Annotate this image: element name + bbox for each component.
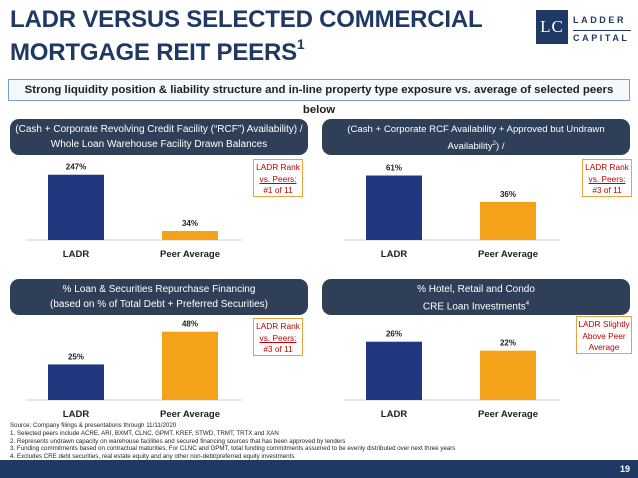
panel-1-rank-line-1: LADR Rank [256, 162, 300, 172]
category-label-peer-average: Peer Average [160, 249, 220, 260]
panel-1-rank-line-3: #1 of 11 [263, 185, 293, 195]
panel-3-header: % Loan & Securities Repurchase Financing… [10, 279, 308, 315]
bar-peer-average [480, 350, 536, 400]
page-title: LADR VERSUS SELECTED COMMERCIAL MORTGAGE… [10, 6, 530, 66]
panel-1-rank-box: LADR Rank vs. Peers: #1 of 11 [253, 159, 303, 197]
chart-funding-coverage: 61% LADR 36% Peer Average [344, 164, 560, 260]
footnote-source: Source: Company filings & presentations … [10, 422, 177, 429]
panel-4-header-line-1: % Hotel, Retail and Condo [417, 284, 535, 295]
logo-wordmark: LADDER CAPITAL [573, 14, 631, 45]
page-number-bar: 19 [0, 460, 638, 478]
footnote-2-marker: 2 [492, 141, 496, 147]
title-line-2: MORTGAGE REIT PEERS [10, 39, 297, 66]
bar-ladr [48, 174, 104, 240]
panel-2-header-line-2: (Total Drawn Warehouse & Repo Balances +… [350, 156, 602, 185]
panel-3-rank-line-2: vs. Peers: [259, 332, 297, 343]
panel-4-rank-line-2: Above Peer [582, 330, 626, 341]
category-label-peer-average: Peer Average [478, 409, 538, 420]
footnote-2: 2. Represents undrawn capacity on wareho… [10, 437, 346, 445]
data-label-peer-average: 34% [182, 219, 198, 228]
panel-2-rank-line-3: #3 of 11 [592, 185, 622, 195]
footnotes: Source: Company filings & presentations … [10, 422, 455, 461]
panel-3-header-line-2: (based on % of Total Debt + Preferred Se… [50, 299, 268, 310]
panel-2-header-line-1: (Cash + Corporate RCF Availability + App… [347, 124, 605, 153]
panel-2-header-line-1-wrap: (Cash + Corporate RCF Availability + App… [322, 122, 630, 154]
panel-1-rank-line-2: vs. Peers: [259, 173, 297, 184]
panel-3-rank-line-3: #3 of 11 [263, 344, 293, 354]
footnote-3: 3. Funding commitments based on contract… [10, 445, 456, 453]
chart-liquidity-ratio: 247% LADR 34% Peer Average [26, 163, 242, 260]
panel-1-header-line-1: (Cash + Corporate Revolving Credit Facil… [15, 124, 303, 135]
footnote-1: 1. Selected peers include ACRE, ARI, BXM… [10, 429, 279, 437]
title-footnote: 1 [296, 36, 305, 52]
footnote-3-marker: 3 [502, 173, 506, 180]
category-label-ladr: LADR [63, 249, 90, 260]
ladder-capital-logo: LC LADDER CAPITAL [536, 8, 634, 54]
bar-ladr [48, 364, 104, 400]
category-label-peer-average: Peer Average [478, 249, 538, 260]
title-line-2-wrap: MORTGAGE REIT PEERS1 [10, 33, 530, 66]
panel-2-header-line-1-tail: ) / [495, 141, 505, 153]
footnote-4-marker: 4 [525, 301, 530, 307]
logo-line-2: CAPITAL [573, 33, 630, 43]
panel-3-rank-box: LADR Rank vs. Peers: #3 of 11 [253, 318, 303, 356]
panel-1-header-line-2: Whole Loan Warehouse Facility Drawn Bala… [50, 139, 268, 150]
logo-divider [573, 30, 631, 36]
data-label-ladr: 26% [386, 330, 402, 339]
title-line-1: LADR VERSUS SELECTED COMMERCIAL [10, 6, 483, 33]
logo-mark: LC [536, 10, 568, 44]
data-label-ladr: 25% [68, 352, 84, 361]
chart-hotel-retail-condo: 26% LADR 22% Peer Average [344, 330, 560, 420]
panel-2-rank-line-1: LADR Rank [585, 162, 629, 172]
panel-3-header-line-1: % Loan & Securities Repurchase Financing [62, 284, 256, 295]
panel-2-rank-line-2: vs. Peers: [588, 173, 626, 184]
panel-2-header-line-2-wrap: (Total Drawn Warehouse & Repo Balances +… [322, 154, 630, 186]
category-label-ladr: LADR [381, 409, 408, 420]
panel-4-rank-line-1: LADR Slightly [578, 319, 630, 329]
panel-1-header: (Cash + Corporate Revolving Credit Facil… [10, 119, 308, 155]
bar-peer-average [162, 331, 218, 400]
panel-4-header-line-2: CRE Loan Investments [422, 301, 526, 313]
tagline-banner: Strong liquidity position & liability st… [8, 79, 630, 116]
page-number: 19 [619, 464, 630, 474]
panel-3-rank-line-1: LADR Rank [256, 321, 300, 331]
bar-ladr [366, 175, 422, 240]
data-label-peer-average: 22% [500, 339, 516, 348]
panel-4-header: % Hotel, Retail and Condo CRE Loan Inves… [322, 279, 630, 315]
panel-4-rank-line-3: Average [588, 342, 620, 352]
footnote-4: 4. Excludes CRE debt securities, real es… [10, 453, 295, 461]
category-label-ladr: LADR [381, 249, 408, 260]
bar-peer-average [162, 231, 218, 240]
panel-2-rank-box: LADR Rank vs. Peers: #3 of 11 [582, 159, 632, 197]
data-label-peer-average: 36% [500, 190, 516, 199]
chart-repo-financing: 25% LADR 48% Peer Average [26, 320, 242, 420]
data-label-ladr: 247% [66, 163, 86, 172]
category-label-peer-average: Peer Average [160, 409, 220, 420]
panel-2-header-line-2-tail: ) [505, 173, 509, 185]
bar-peer-average [480, 201, 536, 240]
data-label-peer-average: 48% [182, 320, 198, 329]
panel-2-header: (Cash + Corporate RCF Availability + App… [322, 119, 630, 184]
bar-ladr [366, 341, 422, 400]
panel-4-rank-box: LADR Slightly Above Peer Average [576, 316, 632, 354]
logo-line-1: LADDER [573, 15, 627, 25]
category-label-ladr: LADR [63, 409, 90, 420]
data-label-ladr: 61% [386, 164, 402, 173]
panel-4-header-line-2-wrap: CRE Loan Investments4 [322, 297, 630, 314]
